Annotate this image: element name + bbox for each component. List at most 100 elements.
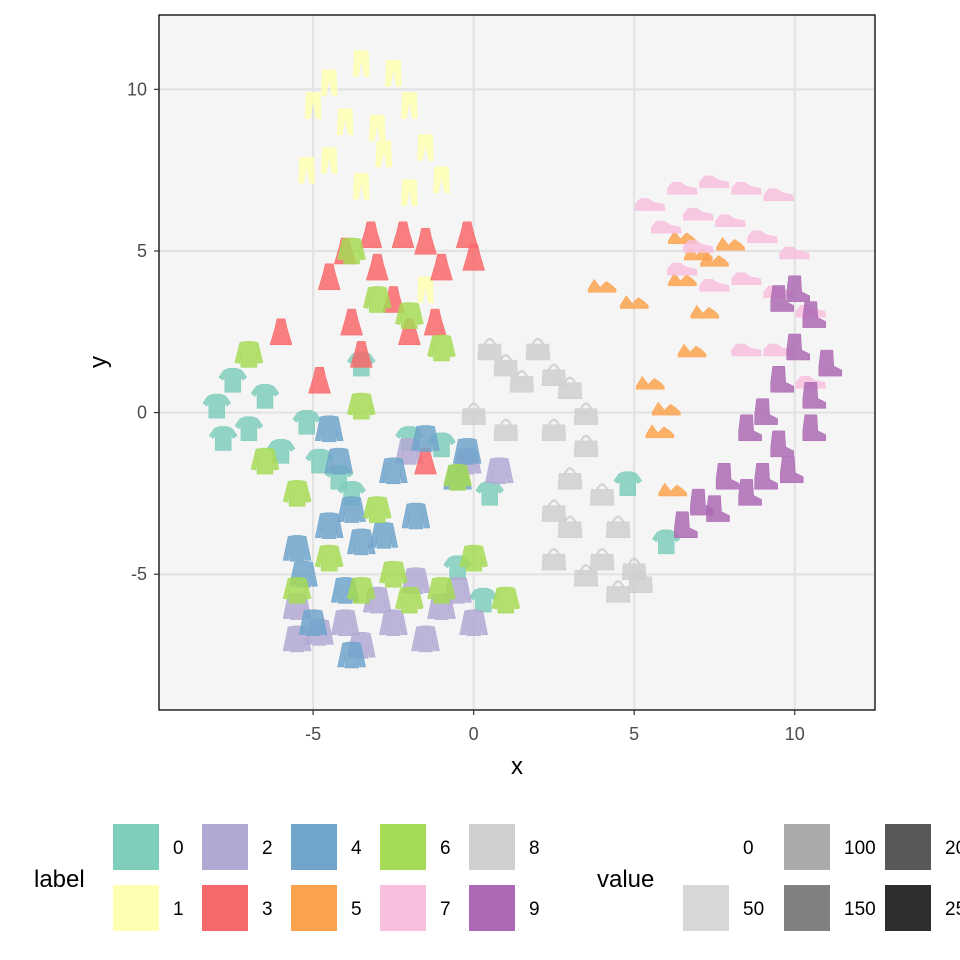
legend-label-key-1 <box>113 885 159 931</box>
data-point-label-0 <box>292 410 322 435</box>
data-point-label-7 <box>731 182 762 195</box>
legend-label-title: label <box>34 866 85 893</box>
data-point-label-4 <box>314 512 344 539</box>
data-point-label-2 <box>330 609 360 636</box>
data-point-label-6 <box>427 577 456 604</box>
data-point-label-3 <box>462 244 486 271</box>
data-point-label-7 <box>683 207 714 221</box>
data-point-label-7 <box>699 279 730 292</box>
data-point-label-1 <box>298 156 315 184</box>
data-point-label-9 <box>770 366 794 393</box>
data-point-label-8 <box>461 402 486 425</box>
legend-label-text: 3 <box>262 899 273 920</box>
data-point-label-6 <box>395 302 424 329</box>
data-point-label-8 <box>493 418 519 442</box>
data-point-label-6 <box>443 464 472 491</box>
y-tick-label: 0 <box>137 403 147 423</box>
data-point-label-6 <box>459 544 489 572</box>
data-point-label-5 <box>635 375 665 390</box>
data-point-label-5 <box>658 482 687 497</box>
data-point-label-8 <box>541 418 567 442</box>
data-point-label-6 <box>250 447 280 475</box>
data-point-label-6 <box>282 577 312 604</box>
data-point-label-9 <box>770 285 794 312</box>
legend-label-text: 4 <box>351 838 362 859</box>
legend-label-text: 5 <box>351 899 362 920</box>
data-point-label-1 <box>320 147 338 174</box>
legend-label-text: 9 <box>529 899 540 920</box>
y-tick-label: -5 <box>131 564 147 584</box>
data-point-label-1 <box>304 92 322 119</box>
data-point-label-0 <box>202 393 232 419</box>
data-point-label-8 <box>605 515 631 538</box>
data-point-label-4 <box>411 425 440 452</box>
data-point-label-1 <box>385 59 402 87</box>
x-tick-label: 5 <box>629 724 639 744</box>
data-point-label-7 <box>779 246 810 260</box>
data-point-label-1 <box>320 69 338 97</box>
data-point-label-2 <box>459 609 489 636</box>
data-point-label-3 <box>365 253 389 281</box>
data-point-label-4 <box>324 447 354 475</box>
data-point-label-9 <box>802 382 827 409</box>
legend-label-text: 0 <box>173 838 184 859</box>
data-point-label-6 <box>346 577 376 604</box>
data-point-label-8 <box>525 337 551 361</box>
data-point-label-7 <box>699 175 730 189</box>
legend-value-text: 150 <box>844 899 876 920</box>
data-point-label-4 <box>452 438 482 465</box>
legend-label-text: 2 <box>262 838 273 859</box>
legend-label-key-6 <box>380 824 426 870</box>
data-point-label-8 <box>589 547 615 571</box>
data-point-label-6 <box>362 496 392 523</box>
y-axis-title: y <box>85 356 112 368</box>
data-point-label-1 <box>369 114 386 142</box>
data-point-label-7 <box>634 198 666 211</box>
data-point-label-5 <box>652 401 681 416</box>
legend-value-key-250 <box>885 885 931 931</box>
data-point-label-8 <box>557 467 583 490</box>
data-point-label-3 <box>391 221 415 249</box>
data-point-label-7 <box>731 272 762 286</box>
data-point-label-5 <box>645 424 675 439</box>
data-point-label-8 <box>541 547 567 571</box>
legend-label-key-2 <box>202 824 248 870</box>
data-point-label-4 <box>369 522 399 549</box>
data-point-label-8 <box>573 434 599 458</box>
data-point-label-1 <box>417 276 434 304</box>
data-point-label-8 <box>557 515 583 538</box>
data-point-label-4 <box>379 457 408 485</box>
data-point-label-6 <box>427 334 456 362</box>
data-point-label-1 <box>401 92 418 119</box>
data-point-label-7 <box>667 262 698 276</box>
legend-value-key-150 <box>784 885 830 931</box>
data-point-label-8 <box>589 483 615 506</box>
plot-border <box>158 14 876 711</box>
data-point-label-7 <box>667 182 698 195</box>
legend-value-text: 200 <box>945 838 960 859</box>
data-point-label-6 <box>346 392 376 420</box>
data-point-label-0 <box>468 587 498 613</box>
data-point-label-6 <box>395 586 424 614</box>
data-point-label-6 <box>379 560 408 588</box>
data-point-label-8 <box>557 376 583 399</box>
x-tick-label: 10 <box>785 724 805 744</box>
data-point-label-5 <box>668 272 697 287</box>
legend-value-key-200 <box>885 824 931 870</box>
data-point-label-1 <box>401 179 418 207</box>
data-point-label-9 <box>818 349 843 377</box>
data-point-label-0 <box>218 368 248 393</box>
data-point-label-3 <box>359 221 383 249</box>
data-point-label-0 <box>208 426 238 451</box>
data-point-label-6 <box>337 237 366 265</box>
legend-value-text: 0 <box>743 838 754 859</box>
legend-label-text: 7 <box>440 899 451 920</box>
legend-value-text: 100 <box>844 838 876 859</box>
legend-value-key-50 <box>683 885 729 931</box>
data-points <box>202 50 843 669</box>
legend-label-key-5 <box>291 885 337 931</box>
data-point-label-5 <box>587 278 617 293</box>
data-point-label-4 <box>346 528 376 556</box>
data-point-label-6 <box>314 544 344 572</box>
